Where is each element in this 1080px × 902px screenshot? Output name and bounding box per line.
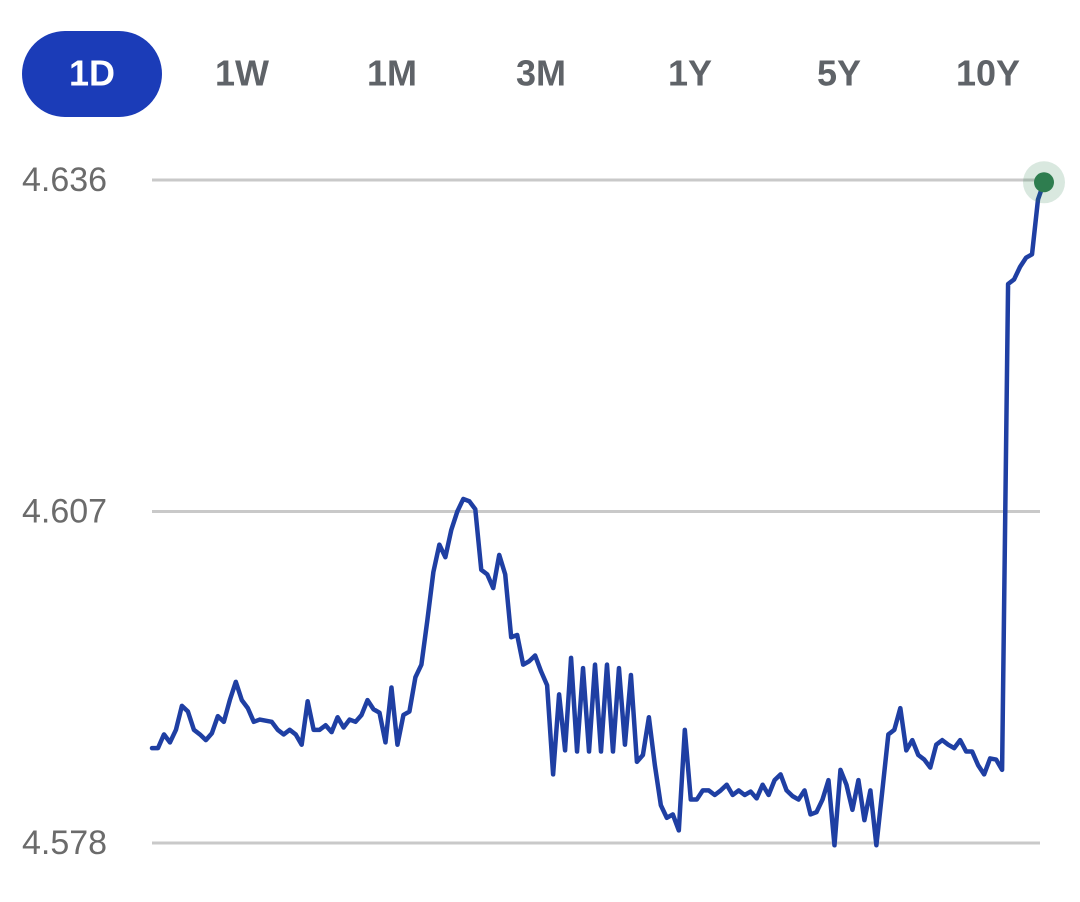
price-line	[149, 180, 1047, 848]
range-tab[interactable]: 5Y	[817, 53, 861, 94]
range-tab[interactable]: 1M	[367, 53, 417, 94]
range-tab[interactable]: 1D	[69, 53, 115, 94]
y-tick-label: 4.578	[22, 824, 107, 862]
end-marker	[1034, 172, 1054, 193]
range-tab[interactable]: 3M	[516, 53, 566, 94]
active-tab-pill[interactable]	[22, 31, 162, 117]
y-tick-label: 4.636	[22, 161, 107, 199]
range-tab[interactable]: 1W	[215, 53, 269, 94]
range-tab[interactable]: 10Y	[956, 53, 1020, 94]
range-tab[interactable]: 1Y	[668, 53, 712, 94]
y-tick-label: 4.607	[22, 492, 107, 530]
